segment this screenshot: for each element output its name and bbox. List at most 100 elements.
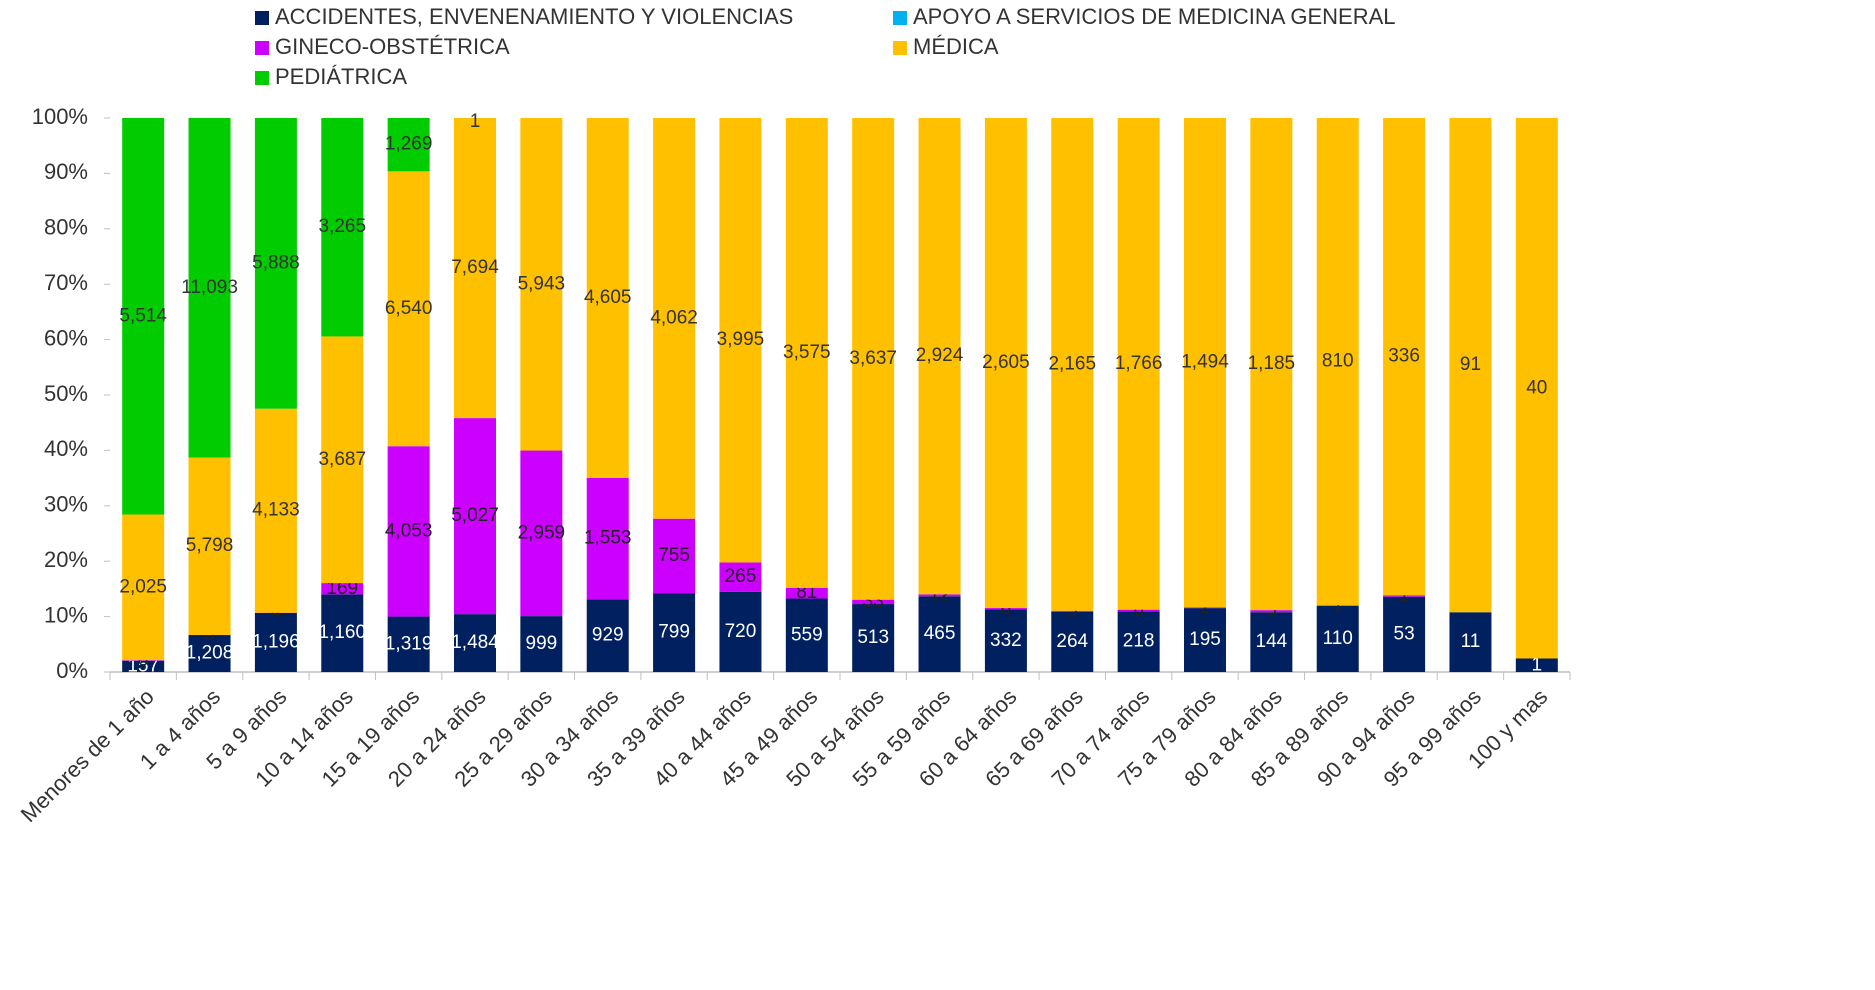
bar-segment [321, 594, 364, 672]
value-label: 11,093 [181, 277, 238, 298]
value-label: 264 [1056, 631, 1088, 652]
bar-segment [254, 118, 297, 409]
value-label: 4,053 [385, 520, 433, 541]
bar-segment [1250, 612, 1293, 672]
legend-label: GINECO-OBSTÉTRICA [275, 34, 510, 59]
bar-segment [852, 118, 895, 600]
value-label: 1 [1399, 585, 1410, 606]
bar-segment [852, 604, 895, 672]
value-label: 5,943 [518, 273, 566, 294]
bar-segment [984, 608, 1027, 610]
bar-segment [122, 514, 165, 661]
bar-segment [653, 593, 696, 672]
value-label: 332 [990, 630, 1022, 651]
value-label: 1,196 [252, 631, 300, 652]
value-label: 5 [1067, 600, 1078, 621]
bar-segment [1383, 595, 1426, 597]
value-label: 218 [1123, 631, 1155, 652]
value-label: 7,694 [451, 257, 499, 278]
value-label: 1,269 [385, 134, 433, 155]
bar-segment [984, 609, 1027, 672]
value-label: 5,514 [119, 305, 167, 326]
bar-segment [1383, 596, 1426, 672]
bar-segment [1515, 658, 1558, 672]
legend-swatch [893, 41, 907, 55]
value-label: 40 [1526, 377, 1547, 398]
bar-segment [520, 450, 563, 617]
value-label: 6 [1133, 599, 1144, 620]
value-label: 4,062 [650, 307, 698, 328]
legend-swatch [255, 71, 269, 85]
bar-segment [387, 616, 430, 672]
y-tick-label: 0% [56, 658, 88, 683]
bar-segment [1051, 610, 1094, 612]
value-label: 1,208 [186, 643, 234, 664]
value-label: 2,605 [982, 352, 1030, 373]
bar-segment [1449, 612, 1492, 672]
bar-segment [454, 614, 496, 672]
value-label: 465 [924, 623, 956, 644]
legend-label: ACCIDENTES, ENVENENAMIENTO Y VIOLENCIAS [275, 4, 793, 29]
bar-segment [454, 118, 496, 419]
value-label: 3,995 [717, 329, 765, 350]
bar-segment [520, 616, 563, 672]
value-label: 3,265 [318, 216, 366, 237]
legend-swatch [255, 11, 269, 25]
bar-segment [1184, 607, 1226, 609]
value-label: 1,185 [1248, 353, 1296, 374]
value-label: 336 [1388, 346, 1420, 367]
value-label: 559 [791, 624, 823, 645]
bar-segment [1316, 605, 1359, 672]
y-tick-label: 60% [44, 325, 88, 350]
value-label: 4,133 [252, 500, 300, 521]
bar-segment [785, 587, 828, 599]
bar-segment [1383, 118, 1426, 596]
value-label: 2,959 [518, 522, 566, 543]
bar-segment [1051, 611, 1094, 672]
bar-segment [188, 457, 231, 635]
value-label: 799 [658, 622, 690, 643]
bar-segment [321, 583, 364, 595]
value-label: 144 [1256, 631, 1288, 652]
bar-segment [1316, 118, 1359, 606]
bar-segment [586, 477, 629, 600]
bar-segment [653, 518, 696, 594]
value-label: 5,798 [186, 535, 234, 556]
bar-segment [387, 118, 430, 172]
bar-segment [321, 336, 364, 584]
bar-segment [321, 118, 364, 337]
value-label: 1,766 [1115, 353, 1163, 374]
bar-segment [586, 599, 629, 672]
bar-segment [1117, 611, 1160, 672]
legend-label: PEDIÁTRICA [275, 64, 407, 89]
bar-segment [785, 598, 828, 672]
value-label: 1 [1532, 654, 1543, 675]
bar-segment [852, 599, 895, 605]
bar-segment [188, 635, 231, 672]
value-label: 810 [1322, 351, 1354, 372]
value-label: 2,025 [119, 576, 167, 597]
value-label: 999 [526, 633, 558, 654]
value-label: 1 [470, 111, 481, 132]
bar-segment [1117, 609, 1160, 612]
bar-segment [1515, 118, 1558, 659]
bar-segment [918, 596, 961, 672]
value-label: 1,494 [1181, 352, 1229, 373]
bar-segment [122, 660, 165, 672]
bar-segment [1184, 118, 1226, 608]
y-tick-label: 80% [44, 215, 88, 240]
bar-segment [586, 118, 629, 478]
legend-label: APOYO A SERVICIOS DE MEDICINA GENERAL [913, 4, 1396, 29]
bar-segment [1449, 118, 1492, 613]
bar-segment [653, 118, 696, 519]
value-label: 1,160 [318, 622, 366, 643]
bar-segment [918, 594, 961, 597]
bar-segment [454, 418, 496, 615]
value-label: 5,027 [451, 505, 499, 526]
bar-segment [1184, 608, 1226, 672]
bar-segment [254, 408, 297, 613]
y-tick-label: 70% [44, 270, 88, 295]
y-tick-label: 50% [44, 381, 88, 406]
